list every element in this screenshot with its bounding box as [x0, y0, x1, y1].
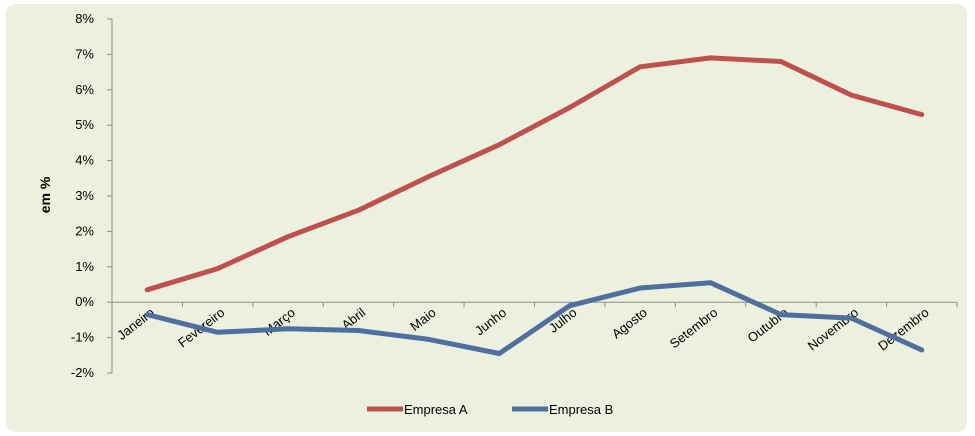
y-tick-label: 2% — [75, 223, 94, 238]
y-tick-label: 8% — [75, 11, 94, 26]
y-axis-title: em % — [37, 176, 53, 213]
axes — [111, 19, 957, 373]
x-tick-label: Maio — [407, 305, 438, 334]
y-tick-label: -2% — [71, 365, 95, 380]
x-tick-label: Dezembro — [875, 305, 931, 354]
y-tick-label: -1% — [71, 330, 95, 345]
legend-label: Empresa A — [404, 402, 468, 417]
y-tick-label: 7% — [75, 46, 94, 61]
y-tick-label: 4% — [75, 153, 94, 168]
y-tick-label: 3% — [75, 188, 94, 203]
x-tick-label: Junho — [472, 305, 509, 339]
series-line — [144, 280, 925, 356]
series-line — [144, 55, 925, 293]
y-tick-label: 5% — [75, 117, 94, 132]
legend-label: Empresa B — [549, 402, 613, 417]
tick-labels: -2%-1%0%1%2%3%4%5%6%7%8%Janeiro Fevereiro… — [71, 11, 958, 380]
legend: Empresa A Empresa B — [367, 402, 613, 417]
x-tick-label: Agosto — [609, 305, 650, 342]
x-tick-label: Janeiro — [114, 305, 157, 343]
y-tick-label: 1% — [75, 259, 94, 274]
x-tick-label: Setembro — [667, 305, 721, 352]
y-tick-label: 6% — [75, 82, 94, 97]
series-lines — [144, 55, 925, 356]
x-tick-label: Novembro — [805, 305, 861, 354]
y-tick-label: 0% — [75, 294, 94, 309]
x-tick-label: Março — [260, 305, 298, 339]
